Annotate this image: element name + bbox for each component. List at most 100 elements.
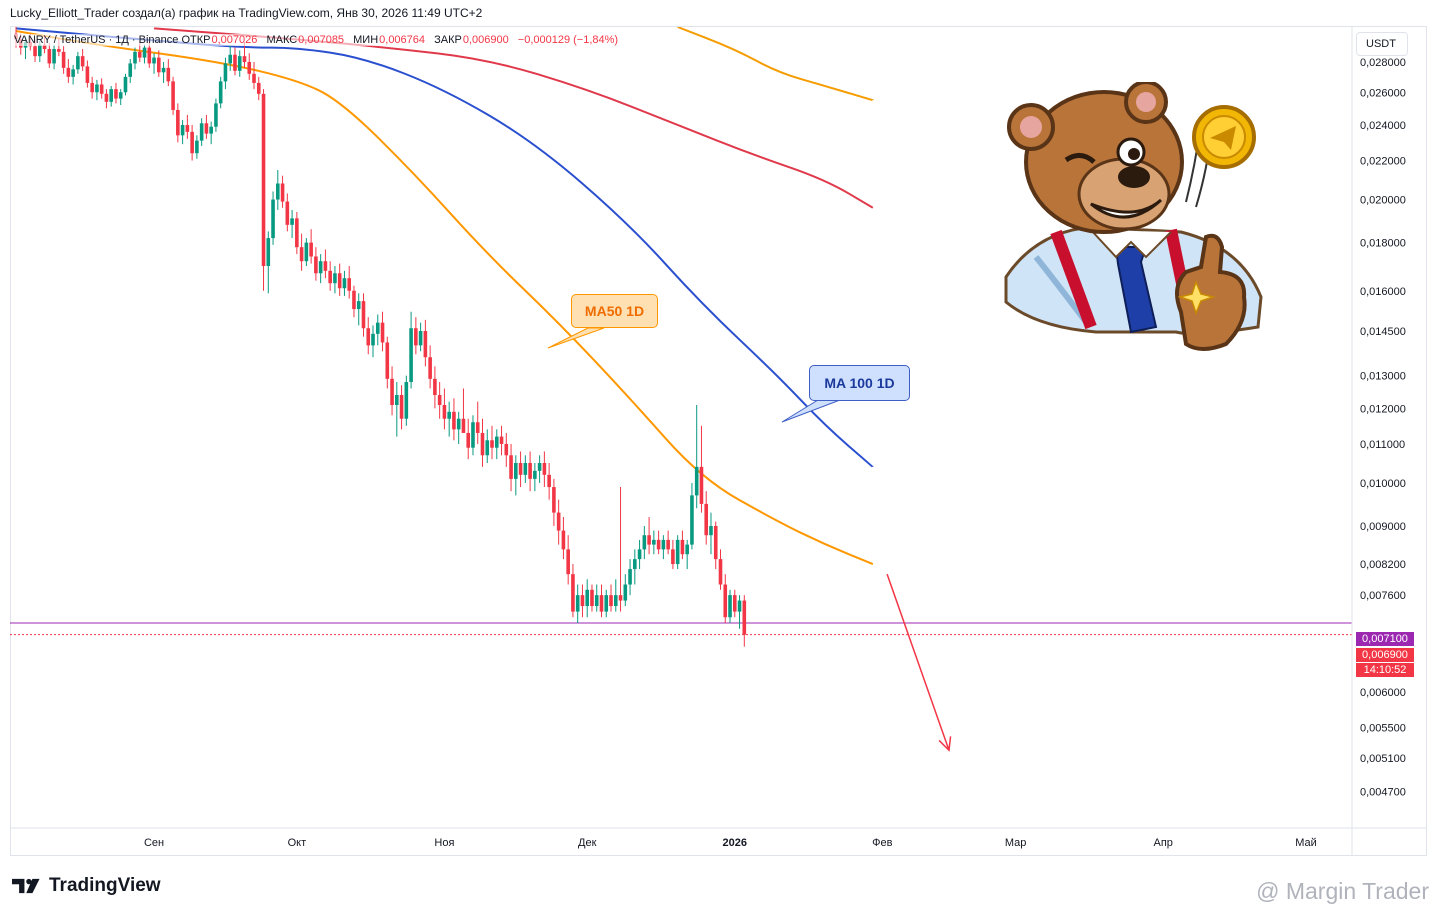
tradingview-brand: TradingView <box>49 875 161 896</box>
candle-body <box>76 56 80 70</box>
candle-body <box>380 322 385 343</box>
x-tick-label: Апр <box>1153 837 1172 849</box>
tradingview-logo[interactable]: TradingView <box>12 875 161 897</box>
candle-body <box>209 126 213 134</box>
candle-body <box>685 544 689 555</box>
candle-body <box>428 357 432 379</box>
candle-body <box>123 76 128 93</box>
candle-body <box>609 595 613 607</box>
candle-body <box>395 394 399 405</box>
y-tick-label: 0,016000 <box>1360 286 1406 298</box>
candle-body <box>118 92 123 99</box>
level-price-tag: 0,007100 <box>1356 632 1414 646</box>
ma100-callout: MA 100 1D <box>809 365 910 401</box>
y-tick-label: 0,018000 <box>1360 238 1406 250</box>
candle-body <box>633 559 637 570</box>
x-tick-label: 2026 <box>723 837 747 849</box>
ma50-callout-pointer <box>547 327 605 349</box>
candle-body <box>71 69 75 77</box>
candle-body <box>290 218 294 225</box>
candle-body <box>580 595 585 607</box>
candle-body <box>157 57 161 73</box>
legend-open-label: ОТКР <box>181 34 211 46</box>
candle-body <box>742 600 747 635</box>
currency-button[interactable]: USDT <box>1356 32 1408 56</box>
candle-body <box>304 242 309 262</box>
candle-body <box>233 54 237 71</box>
candle-body <box>628 569 632 585</box>
candle-body <box>109 89 114 102</box>
candle-body <box>328 270 332 284</box>
legend-high: 0,007085 <box>298 34 345 46</box>
candle-body <box>485 440 490 456</box>
candle-body <box>47 49 52 64</box>
candle-body <box>732 595 737 612</box>
candle-body <box>142 47 147 58</box>
legend-close: 0,006900 <box>462 34 509 46</box>
candle-body <box>371 333 375 346</box>
candle-body <box>537 462 542 471</box>
candle-body <box>585 589 590 607</box>
candle-body <box>137 51 142 58</box>
y-tick-label: 0,028000 <box>1360 57 1406 69</box>
candle-body <box>390 378 394 405</box>
candle-body <box>504 443 509 456</box>
y-tick-label: 0,012000 <box>1360 403 1406 415</box>
candle-body <box>623 584 628 601</box>
candle-body <box>418 331 423 346</box>
candle-body <box>709 526 713 536</box>
candle-body <box>699 466 704 504</box>
candle-body <box>442 404 447 419</box>
candle-body <box>466 432 471 448</box>
y-tick-label: 0,007600 <box>1360 590 1406 602</box>
chart-frame[interactable] <box>10 26 1427 856</box>
x-tick-label: Сен <box>144 837 164 849</box>
candle-body <box>42 44 47 50</box>
ma100-callout-pointer <box>781 399 841 423</box>
candle-body <box>456 418 461 430</box>
candle-body <box>385 342 390 379</box>
candle-body <box>723 584 728 618</box>
x-tick-label: Мар <box>1005 837 1027 849</box>
candle-body <box>166 67 171 82</box>
x-tick-label: Окт <box>288 837 307 849</box>
candle-body <box>718 559 723 585</box>
candle-body <box>423 331 428 358</box>
candle-body <box>366 328 371 346</box>
candle-body <box>33 46 37 57</box>
candle-body <box>518 462 523 475</box>
legend-open: 0,007026 <box>211 34 258 46</box>
candle-body <box>271 199 275 239</box>
candle-body <box>223 63 228 82</box>
candle-body <box>266 238 271 266</box>
candle-body <box>694 466 699 496</box>
candle-body <box>613 595 618 607</box>
y-tick-label: 0,026000 <box>1360 87 1406 99</box>
y-tick-label: 0,005500 <box>1360 722 1406 734</box>
bear-mascot-illustration <box>1004 82 1263 351</box>
y-tick-label: 0,022000 <box>1360 156 1406 168</box>
candle-body <box>314 256 318 274</box>
projection-arrow-head <box>938 736 952 752</box>
legend-change: −0,000129 (−1,84%) <box>517 34 619 46</box>
candle-body <box>176 109 180 136</box>
candle-body <box>247 61 252 74</box>
y-tick-label: 0,014500 <box>1360 326 1406 338</box>
candle-body <box>675 539 680 565</box>
last-price-tag: 0,006900 <box>1356 648 1414 662</box>
candle-body <box>38 44 42 57</box>
candle-body <box>356 301 361 310</box>
candle-body <box>237 56 242 71</box>
candle-body <box>171 81 175 110</box>
candle-body <box>409 328 413 383</box>
candle-body <box>652 539 656 545</box>
author-line: Lucky_Elliott_Trader создал(а) график на… <box>10 6 483 20</box>
x-tick-label: Май <box>1295 837 1317 849</box>
candle-body <box>671 549 675 565</box>
candle-body <box>295 218 299 248</box>
candle-body <box>185 124 190 132</box>
candle-body <box>190 131 194 154</box>
candle-body <box>61 51 66 68</box>
y-tick-label: 0,004700 <box>1360 787 1406 799</box>
candle-body <box>618 595 623 601</box>
